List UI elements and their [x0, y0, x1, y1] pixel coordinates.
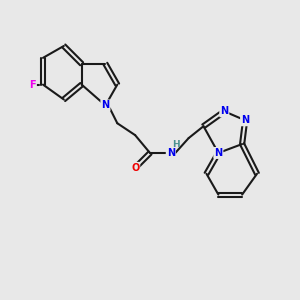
Text: N: N	[167, 148, 175, 158]
Text: N: N	[214, 148, 222, 158]
Text: N: N	[220, 106, 228, 116]
Text: N: N	[101, 100, 110, 110]
Text: F: F	[29, 80, 36, 90]
Text: H: H	[172, 140, 180, 148]
Text: O: O	[131, 163, 139, 173]
Text: N: N	[241, 115, 249, 125]
